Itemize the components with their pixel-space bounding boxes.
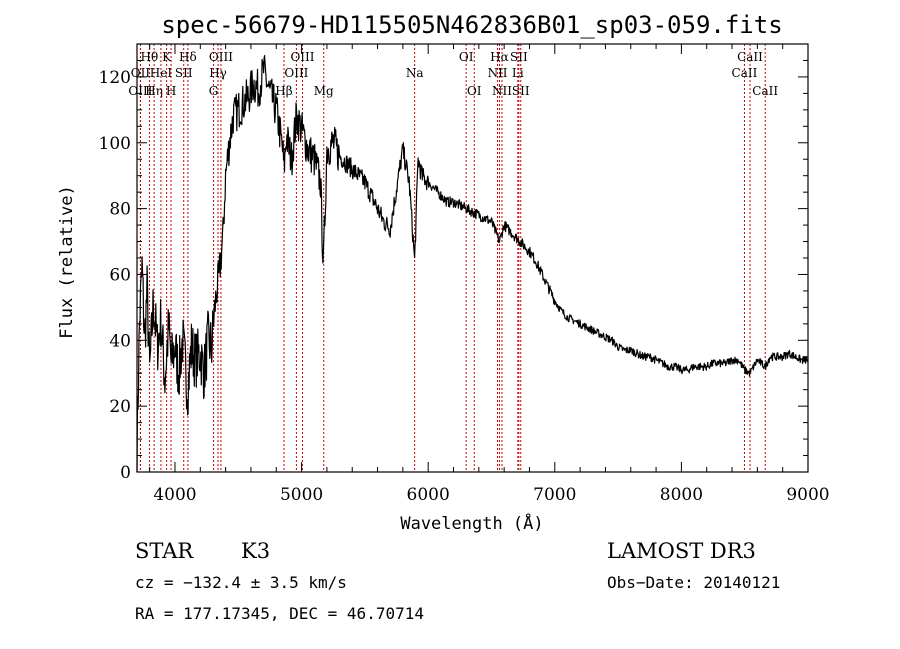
line-marker-label: OIII: [128, 84, 152, 98]
line-marker-label: OI: [467, 84, 482, 98]
object-subclass: K3: [241, 539, 271, 563]
chart-title: spec-56679-HD115505N462836B01_sp03-059.f…: [161, 11, 782, 39]
line-marker-label: CaII: [737, 50, 763, 64]
line-marker-label: OIII: [209, 50, 233, 64]
y-tick-label: 40: [109, 331, 131, 351]
survey-name: LAMOST DR3: [607, 539, 756, 563]
line-marker-label: Hθ: [141, 50, 159, 64]
line-marker-labels: Hθ OII OIII K HeI Hη H SII Hδ OIII Hγ G Hβ OIII OIII Mg…: [128, 50, 778, 98]
line-marker-label: OI: [459, 50, 474, 64]
y-tick-label: 80: [109, 200, 131, 220]
y-tick-label: 20: [109, 397, 131, 417]
x-tick-label: 5000: [280, 485, 323, 505]
line-marker-label: SII: [512, 84, 530, 98]
line-marker-label: OIII: [284, 66, 308, 80]
x-axis-label: Wavelength (Å): [400, 512, 543, 534]
line-marker-label: Hγ: [209, 66, 227, 80]
y-axis: 0 20 40 60 80 100 120: [99, 59, 808, 483]
x-tick-label: 9000: [786, 485, 829, 505]
line-marker-label: HeI: [150, 66, 173, 80]
redshift-readout: cz = −132.4 ± 3.5 km/s: [135, 573, 347, 592]
line-marker-label: NII: [492, 84, 512, 98]
line-marker-label: OIII: [290, 50, 314, 64]
x-tick-label: 4000: [153, 485, 196, 505]
line-marker-label: OII: [131, 66, 151, 80]
y-axis-label: Flux (relative): [57, 185, 77, 339]
x-axis: 4000 5000 6000 7000 8000 9000: [149, 44, 830, 505]
line-marker-label: Na: [406, 66, 424, 80]
x-tick-label: 7000: [533, 485, 576, 505]
line-marker-label: CaII: [732, 66, 758, 80]
line-marker-label: Hη: [145, 84, 163, 98]
line-marker-label: Hδ: [179, 50, 197, 64]
line-marker-label: CaII: [752, 84, 778, 98]
x-tick-label: 6000: [407, 485, 450, 505]
line-markers: [139, 44, 766, 472]
y-tick-label: 60: [109, 265, 131, 285]
spectrum-series-line: [136, 55, 809, 473]
line-marker-label: G: [209, 84, 219, 98]
line-marker-label: H: [166, 84, 176, 98]
line-marker-label: Mg: [314, 84, 334, 98]
y-tick-label: 120: [99, 68, 131, 88]
line-marker-label: Li: [512, 66, 524, 80]
coordinates-readout: RA = 177.17345, DEC = 46.70714: [135, 604, 424, 623]
line-marker-label: Hβ: [275, 84, 292, 98]
obs-date: Obs−Date: 20140121: [607, 573, 781, 592]
line-marker-label: Hα: [490, 50, 509, 64]
y-tick-label: 100: [99, 134, 131, 154]
line-marker-label: SII: [175, 66, 193, 80]
line-marker-label: K: [162, 50, 172, 64]
line-marker-label: SII: [510, 50, 528, 64]
line-marker-label: NII: [488, 66, 508, 80]
y-tick-label: 0: [120, 463, 131, 483]
object-class: STAR: [135, 539, 194, 563]
x-tick-label: 8000: [660, 485, 703, 505]
